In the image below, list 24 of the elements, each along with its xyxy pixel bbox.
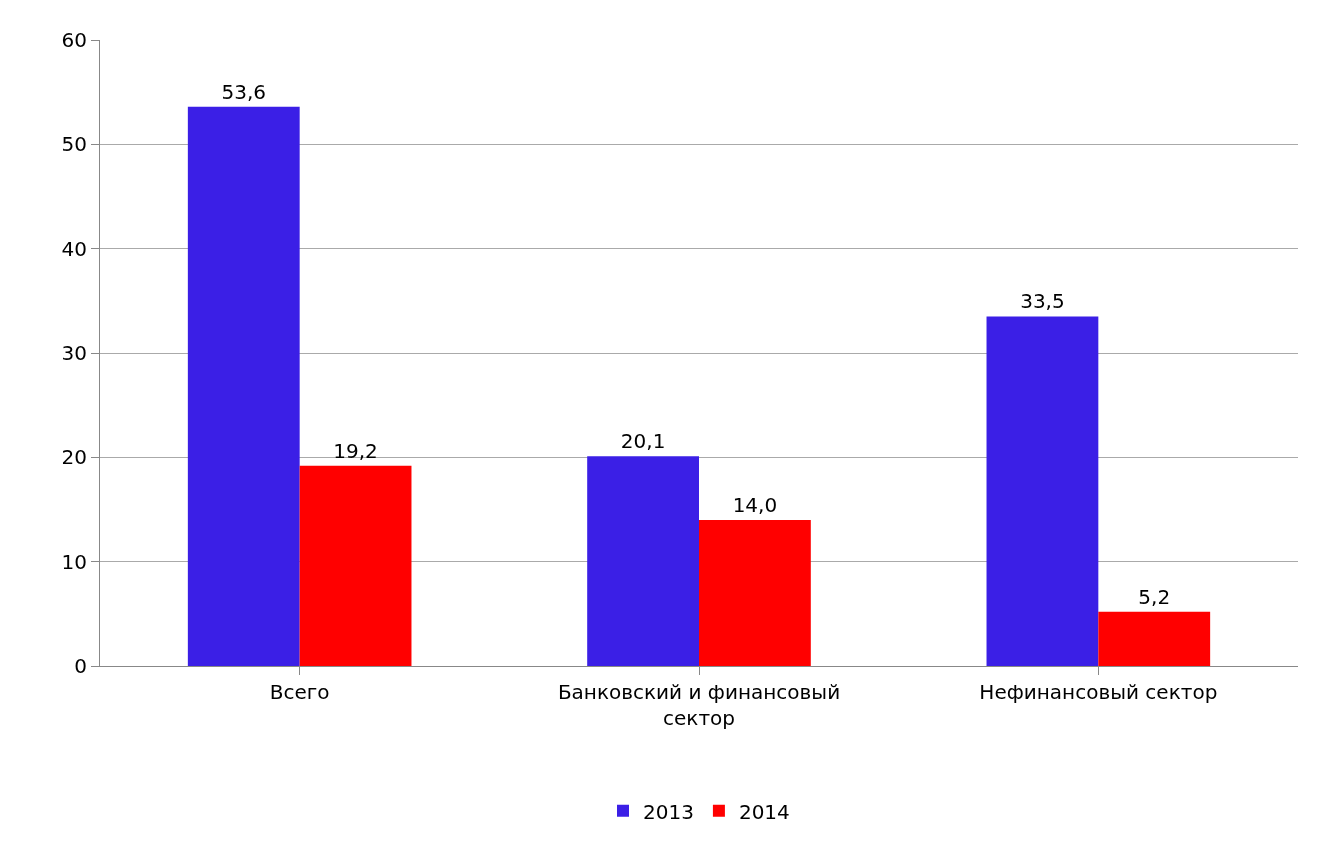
x-tick-label: Банковский и финансовый сектор: [557, 680, 841, 730]
y-tick-label: 10: [61, 549, 87, 574]
data-label: 20,1: [620, 429, 666, 454]
y-tick-label: 60: [61, 28, 87, 52]
data-label: 33,5: [1020, 289, 1065, 314]
bar: [587, 456, 699, 666]
y-tick-label: 50: [61, 132, 87, 157]
legend-label: 2014: [738, 799, 790, 824]
bar: [986, 316, 1099, 666]
data-label: 14,0: [732, 492, 778, 517]
data-label: 53,6: [221, 79, 267, 104]
bar: [299, 465, 412, 666]
data-label: 19,2: [333, 438, 378, 463]
x-tick-label: Нефинансовый сектор: [979, 680, 1218, 704]
bar: [187, 106, 300, 666]
y-tick-label: 0: [74, 654, 87, 678]
bar: [1098, 611, 1211, 666]
data-label: 5,2: [1138, 584, 1171, 609]
y-tick-label: 20: [61, 445, 87, 470]
x-tick-label: Всего: [269, 680, 330, 704]
bar: [699, 519, 811, 666]
y-tick-label: 40: [61, 236, 87, 261]
y-tick-label: 30: [61, 341, 87, 365]
legend-label: 2013: [643, 799, 694, 824]
